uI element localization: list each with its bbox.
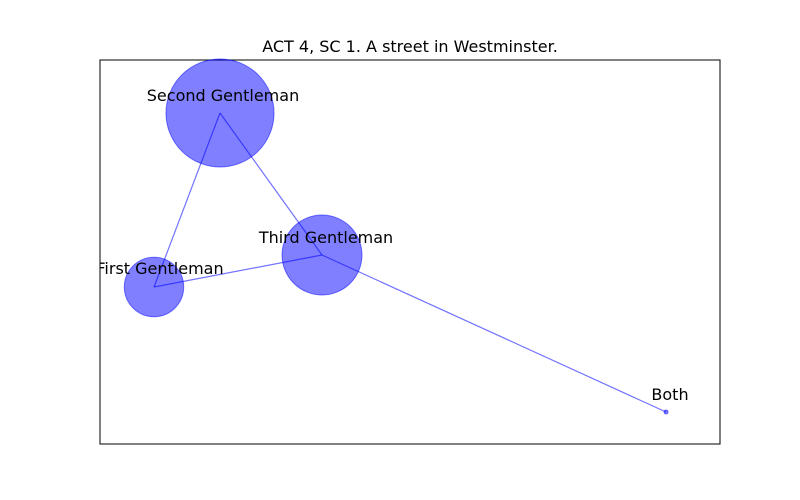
- node-both: [663, 409, 669, 415]
- diagram-title: ACT 4, SC 1. A street in Westminster.: [262, 37, 558, 56]
- node-label-second: Second Gentleman: [147, 86, 299, 105]
- edge-third-both: [321, 254, 667, 413]
- node-third: [281, 214, 363, 296]
- plot-frame: [99, 59, 721, 445]
- node-first: [123, 256, 185, 318]
- plot-area: First Gentleman Second Gentleman Third Gen…: [96, 58, 721, 445]
- node-label-first: First Gentleman: [96, 259, 223, 278]
- nodes-layer: [123, 58, 669, 415]
- labels-layer: First Gentleman Second Gentleman Third Gen…: [96, 86, 689, 404]
- node-second: [165, 58, 275, 168]
- node-label-third: Third Gentleman: [258, 228, 393, 247]
- node-label-both: Both: [651, 385, 688, 404]
